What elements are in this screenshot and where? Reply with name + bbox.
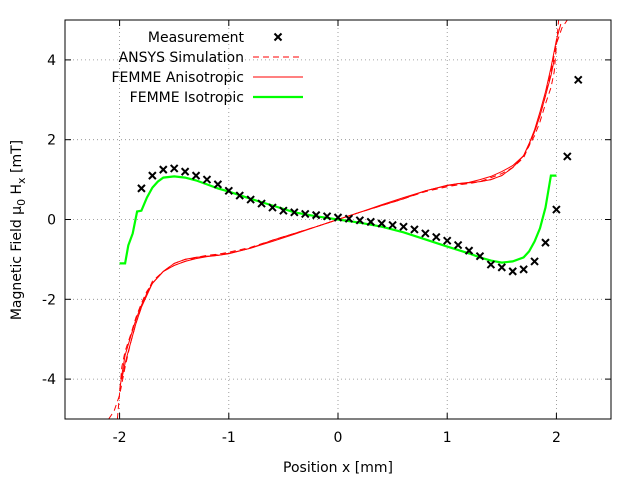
x-axis-label: Position x [mm]	[283, 460, 393, 476]
legend-label: FEMME Anisotropic	[111, 70, 244, 86]
measurement-point	[137, 184, 146, 193]
measurement-point	[268, 203, 277, 212]
measurement-point	[475, 252, 485, 261]
series-layer	[108, 20, 583, 419]
measurement-point	[290, 208, 299, 217]
y-tick-label: -4	[42, 372, 56, 388]
measurement-point	[464, 246, 474, 255]
measurement-point	[377, 219, 386, 228]
measurement-point	[508, 267, 517, 276]
legend: Measurement ANSYS Simulation FEMME Anisotr…	[111, 30, 303, 106]
y-label-sub-0: 0	[15, 199, 28, 206]
x-tick-label: -1	[222, 430, 236, 446]
measurement-point	[301, 209, 310, 219]
measurement-point	[279, 206, 288, 215]
y-axis-label: Magnetic Field μ0 Hx [mT]	[9, 140, 28, 320]
y-tick-label: 0	[47, 213, 56, 229]
y-tick-label: -2	[42, 292, 56, 308]
x-tick-label: 1	[443, 430, 452, 446]
measurement-point	[442, 236, 452, 245]
y-label-mid: H	[9, 184, 25, 199]
measurement-point	[399, 222, 408, 231]
measurement-point	[333, 213, 343, 222]
measurement-point	[344, 214, 354, 223]
measurement-point	[159, 165, 168, 174]
measurement-point	[519, 265, 528, 274]
legend-label: ANSYS Simulation	[119, 50, 244, 66]
measurement-point	[180, 167, 190, 176]
measurement-point	[213, 180, 223, 189]
measurement-point	[574, 75, 583, 85]
measurement-point	[202, 175, 212, 184]
measurement-point	[246, 195, 255, 204]
measurement-point	[410, 225, 419, 234]
measurement-point	[552, 205, 561, 214]
measurement-point	[541, 238, 550, 247]
legend-marker-cross	[273, 32, 283, 42]
measurement-point	[563, 152, 572, 161]
measurement-point	[355, 216, 365, 225]
measurement-point	[148, 171, 157, 180]
measurement-point	[235, 191, 244, 200]
measurement-point	[497, 263, 507, 272]
measurement-point	[421, 229, 430, 238]
y-tick-label: 4	[47, 53, 56, 69]
legend-label: FEMME Isotropic	[130, 90, 244, 106]
measurement-point	[388, 220, 397, 230]
x-tick-label: 0	[334, 430, 343, 446]
axis-ticks: -2 -1 0 1 2 -4 -2 0 2 4	[42, 20, 611, 446]
x-tick-label: 2	[552, 430, 561, 446]
y-label-suffix: [mT]	[9, 140, 25, 178]
measurement-point	[366, 217, 375, 227]
legend-label: Measurement	[148, 30, 245, 46]
y-tick-label: 2	[47, 133, 56, 149]
y-label-sub-x: x	[15, 177, 28, 184]
y-label-prefix: Magnetic Field μ	[9, 206, 25, 320]
measurement-point	[453, 240, 463, 250]
measurement-point	[530, 257, 539, 266]
measurement-point	[191, 171, 201, 180]
x-tick-label: -2	[113, 430, 127, 446]
measurement-point	[322, 212, 332, 221]
measurement-point	[224, 186, 234, 195]
measurement-point	[257, 199, 266, 208]
measurement-point	[311, 210, 321, 220]
measurement-point	[432, 232, 441, 242]
measurement-point	[486, 260, 496, 269]
measurement-point	[169, 164, 179, 173]
